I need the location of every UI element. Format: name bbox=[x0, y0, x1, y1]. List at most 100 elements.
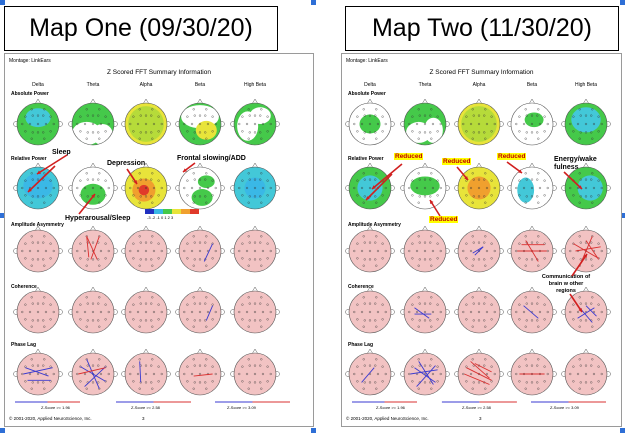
map-one-band-alpha: Alpha bbox=[139, 82, 153, 88]
selection-handle-top-mid[interactable] bbox=[311, 0, 316, 5]
map-one-arrow-hyperarousal bbox=[78, 193, 96, 215]
selection-handle-top-left[interactable] bbox=[0, 0, 5, 5]
map-one-band-high-beta: High Beta bbox=[244, 82, 266, 88]
map-one-row-amplitude-asymmetry: Amplitude Asymmetry bbox=[11, 222, 64, 228]
map-one-absolute-power-delta-head bbox=[13, 98, 63, 146]
map-two-arrow-energy bbox=[563, 171, 583, 190]
selection-handle-top-right[interactable] bbox=[620, 0, 625, 5]
map-two-amplitude-asymmetry-beta-head bbox=[507, 225, 557, 273]
map-one-page-number: 3 bbox=[142, 416, 145, 421]
map-two-relative-power-high-beta-head bbox=[561, 162, 611, 210]
map-one-phase-lag-theta-head bbox=[68, 348, 118, 396]
selection-handle-bottom-left[interactable] bbox=[0, 428, 5, 433]
map-two-absolute-power-beta-head bbox=[507, 98, 557, 146]
map-two-relative-power-theta-head bbox=[400, 162, 450, 210]
map-one-arrow-depression bbox=[126, 168, 138, 185]
map-one-phase-lag-high-beta-head bbox=[230, 348, 280, 396]
map-one-absolute-power-theta-head bbox=[68, 98, 118, 146]
map-two-title-box: Map Two (11/30/20) bbox=[345, 6, 619, 51]
map-two-relative-power-alpha-head bbox=[454, 162, 504, 210]
selection-handle-mid-left[interactable] bbox=[0, 213, 5, 218]
map-one-absolute-power-beta-head bbox=[175, 98, 225, 146]
map-two-page-number: 3 bbox=[479, 416, 482, 421]
map-two-band-alpha: Alpha bbox=[472, 82, 486, 88]
map-one-arrow-sleep-2 bbox=[27, 165, 56, 193]
map-two-row-coherence: Coherence bbox=[348, 284, 374, 290]
map-two-arrow-communication-2 bbox=[569, 293, 583, 313]
map-two-band-high-beta: High Beta bbox=[575, 82, 597, 88]
map-two-absolute-power-alpha-head bbox=[454, 98, 504, 146]
map-two-coherence-high-beta-head bbox=[561, 286, 611, 334]
map-two-zscore-309: Z-Score >= 3.09 bbox=[550, 405, 579, 410]
map-one-title: Map One (09/30/20) bbox=[29, 14, 253, 42]
map-one-coherence-beta-head bbox=[175, 286, 225, 334]
map-two-arrow-reduced-delta-2 bbox=[365, 173, 393, 201]
map-two-row-phase-lag: Phase Lag bbox=[348, 342, 374, 348]
map-two-phase-lag-alpha-head bbox=[454, 348, 504, 396]
map-two-row-relative-power: Relative Power bbox=[348, 156, 384, 162]
map-two-phase-lag-theta-head bbox=[400, 348, 450, 396]
map-two-zscore-196: Z-Score >= 1.96 bbox=[376, 405, 405, 410]
map-two-row-amplitude-asymmetry: Amplitude Asymmetry bbox=[348, 222, 401, 228]
map-one-amplitude-asymmetry-alpha-head bbox=[121, 225, 171, 273]
map-one-row-phase-lag: Phase Lag bbox=[11, 342, 37, 348]
map-two-annotation-energy: Energy/wake fulness bbox=[554, 156, 597, 171]
map-two-arrow-communication-1 bbox=[571, 253, 588, 277]
map-one-row-coherence: Coherence bbox=[11, 284, 37, 290]
map-one-amplitude-asymmetry-theta-head bbox=[68, 225, 118, 273]
selection-handle-bottom-right[interactable] bbox=[620, 428, 625, 433]
map-two-band-beta: Beta bbox=[526, 82, 538, 88]
map-one-relative-power-delta-head bbox=[13, 162, 63, 210]
map-one-amplitude-asymmetry-beta-head bbox=[175, 225, 225, 273]
map-one-band-delta: Delta bbox=[32, 82, 44, 88]
map-two-amplitude-asymmetry-delta-head bbox=[345, 225, 395, 273]
map-one-annotation-depression: Depression bbox=[107, 160, 146, 167]
map-one-summary-title: Z Scored FFT Summary Information bbox=[107, 69, 211, 76]
map-two-amplitude-asymmetry-high-beta-head bbox=[561, 225, 611, 273]
map-two-report-panel: Montage: LinkEars Z Scored FFT Summary I… bbox=[341, 53, 622, 427]
map-two-arrow-reduced-theta bbox=[429, 199, 441, 217]
map-one-zscore-258: Z-Score >= 2.58 bbox=[131, 405, 160, 410]
map-one-arrow-sleep-1 bbox=[36, 154, 68, 175]
map-two-footer: © 2001-2020, Applied NeuroScience, Inc. bbox=[346, 416, 429, 421]
map-one-coherence-delta-head bbox=[13, 286, 63, 334]
map-one-title-box: Map One (09/30/20) bbox=[4, 6, 278, 51]
selection-handle-mid-right[interactable] bbox=[620, 213, 625, 218]
map-two-title: Map Two (11/30/20) bbox=[371, 14, 593, 42]
map-two-arrow-reduced-alpha bbox=[456, 166, 469, 181]
map-two-relative-power-beta-head bbox=[507, 162, 557, 210]
map-one-band-beta: Beta bbox=[194, 82, 206, 88]
map-one-footer: © 2001-2020, Applied NeuroScience, Inc. bbox=[9, 416, 92, 421]
map-two-annotation-communication: Communication of brain w other regions bbox=[541, 274, 591, 294]
map-one-report-panel: Montage: LinkEars Z Scored FFT Summary I… bbox=[4, 53, 314, 427]
map-one-arrow-frontal bbox=[182, 162, 196, 173]
map-one-annotation-frontal-slowing: Frontal slowing/ADD bbox=[177, 155, 246, 162]
map-one-zscore-196: Z-Score >= 1.96 bbox=[41, 405, 70, 410]
map-one-relative-power-high-beta-head bbox=[230, 162, 280, 210]
map-two-absolute-power-high-beta-head bbox=[561, 98, 611, 146]
map-two-highlight-reduced-alpha: Reduced bbox=[442, 158, 472, 165]
map-two-coherence-theta-head bbox=[400, 286, 450, 334]
map-two-zscore-258: Z-Score >= 2.58 bbox=[462, 405, 491, 410]
map-one-relative-power-beta-head bbox=[175, 162, 225, 210]
map-one-coherence-alpha-head bbox=[121, 286, 171, 334]
map-one-colorbar-ticks: -3 -2 -1 0 1 2 3 bbox=[147, 215, 174, 220]
map-one-amplitude-asymmetry-high-beta-head bbox=[230, 225, 280, 273]
map-one-zscore-309: Z-Score >= 3.09 bbox=[227, 405, 256, 410]
map-two-summary-title: Z Scored FFT Summary Information bbox=[429, 69, 534, 76]
map-one-amplitude-asymmetry-delta-head bbox=[13, 225, 63, 273]
map-two-absolute-power-delta-head bbox=[345, 98, 395, 146]
map-one-coherence-high-beta-head bbox=[230, 286, 280, 334]
map-one-phase-lag-beta-head bbox=[175, 348, 225, 396]
map-two-arrow-reduced-delta bbox=[371, 163, 403, 190]
map-two-coherence-alpha-head bbox=[454, 286, 504, 334]
map-two-phase-lag-beta-head bbox=[507, 348, 557, 396]
map-two-amplitude-asymmetry-theta-head bbox=[400, 225, 450, 273]
selection-handle-bottom-mid[interactable] bbox=[311, 428, 316, 433]
map-two-band-theta: Theta bbox=[418, 82, 432, 88]
map-one-montage-label: Montage: LinkEars bbox=[9, 58, 51, 64]
map-two-row-absolute-power: Absolute Power bbox=[348, 91, 386, 97]
map-two-highlight-reduced-theta: Reduced bbox=[429, 216, 459, 223]
map-two-head-maps bbox=[345, 98, 611, 403]
map-two-highlight-reduced-delta: Reduced bbox=[394, 153, 424, 160]
